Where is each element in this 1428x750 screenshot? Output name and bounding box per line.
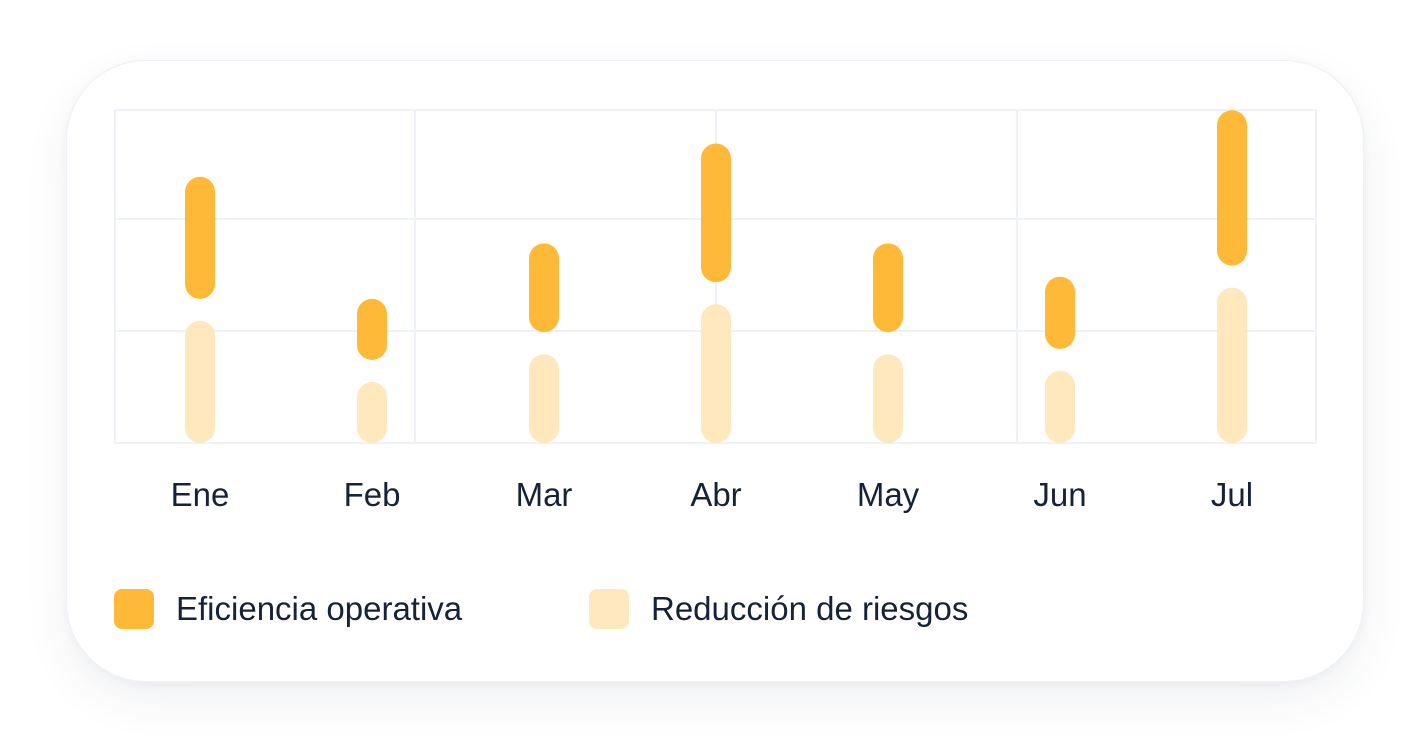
bar-reduccion-de-riesgos-feb xyxy=(357,381,387,443)
bar-reduccion-de-riesgos-abr xyxy=(701,304,731,443)
bar-eficiencia-operativa-may xyxy=(873,243,903,333)
chart-bars xyxy=(185,110,1247,443)
bar-reduccion-de-riesgos-mar xyxy=(529,354,559,443)
legend-label-reduccion-de-riesgos: Reducción de riesgos xyxy=(651,590,969,627)
bar-reduccion-de-riesgos-ene xyxy=(185,320,215,443)
legend-swatch-reduccion-de-riesgos xyxy=(589,589,629,629)
bar-eficiencia-operativa-ene xyxy=(185,176,215,299)
bar-eficiencia-operativa-mar xyxy=(529,243,559,333)
bar-reduccion-de-riesgos-jul xyxy=(1217,287,1247,443)
x-tick-label-mar: Mar xyxy=(516,476,573,513)
bar-eficiencia-operativa-jul xyxy=(1217,110,1247,266)
x-tick-label-feb: Feb xyxy=(344,476,401,513)
legend-swatch-eficiencia-operativa xyxy=(114,589,154,629)
x-axis-ticks: Ene Feb Mar Abr May Jun Jul xyxy=(171,476,1253,513)
legend-item-reduccion-de-riesgos: Reducción de riesgos xyxy=(589,588,968,630)
x-tick-label-may: May xyxy=(857,476,920,513)
bar-eficiencia-operativa-jun xyxy=(1045,276,1075,349)
legend-item-eficiencia-operativa: Eficiencia operativa xyxy=(114,588,462,630)
x-tick-label-jun: Jun xyxy=(1033,476,1086,513)
x-tick-label-abr: Abr xyxy=(690,476,741,513)
bar-eficiencia-operativa-abr xyxy=(701,143,731,283)
bar-reduccion-de-riesgos-may xyxy=(873,354,903,443)
bar-reduccion-de-riesgos-jun xyxy=(1045,370,1075,443)
x-tick-label-jul: Jul xyxy=(1211,476,1253,513)
bar-eficiencia-operativa-feb xyxy=(357,298,387,360)
x-tick-label-ene: Ene xyxy=(171,476,230,513)
legend-label-eficiencia-operativa: Eficiencia operativa xyxy=(176,590,463,627)
